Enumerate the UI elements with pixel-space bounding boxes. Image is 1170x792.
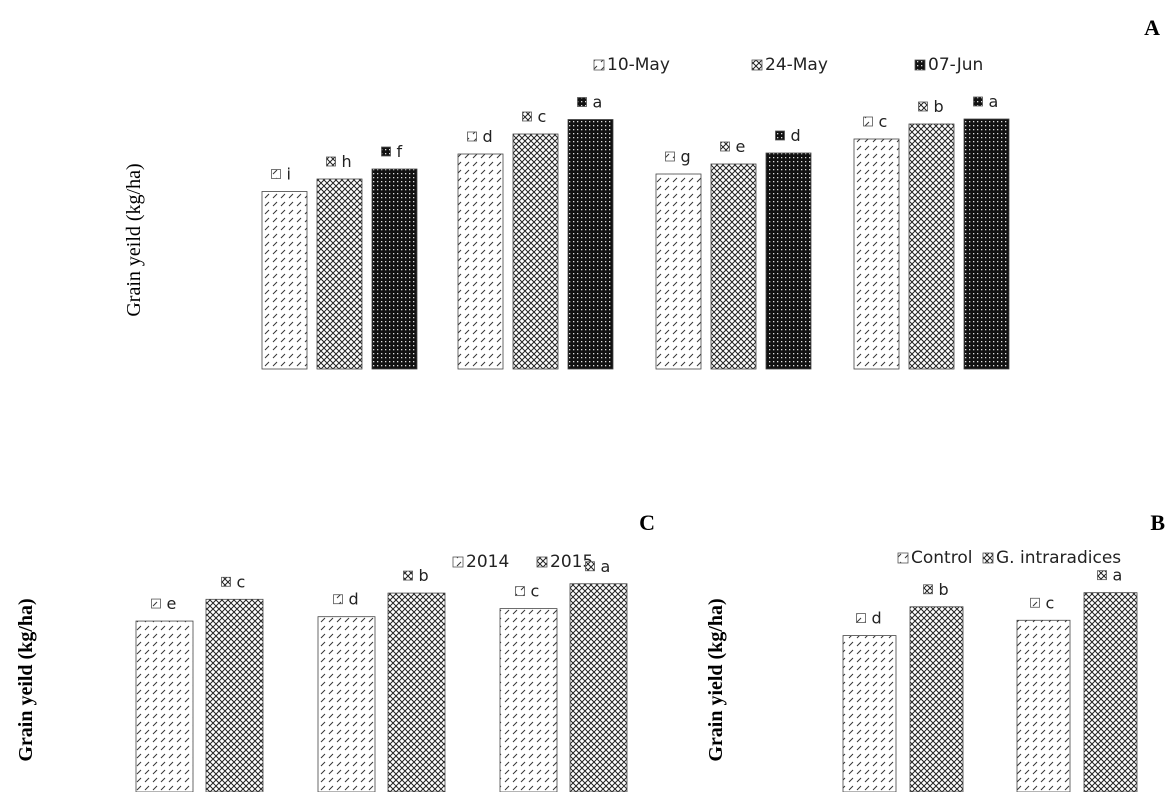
data-label: i bbox=[287, 165, 291, 184]
data-label-marker bbox=[467, 131, 477, 142]
data-label: h bbox=[342, 152, 352, 171]
data-label: a bbox=[1113, 566, 1123, 585]
data-label: a bbox=[601, 557, 611, 576]
y-axis-label-a: Grain yeild (kg/ha) bbox=[123, 163, 145, 316]
data-label-marker bbox=[775, 130, 785, 141]
data-label: c bbox=[531, 582, 540, 601]
y-axis-label-c: Grain yeild (kg/ha) bbox=[15, 598, 37, 761]
legend-label-0: Control bbox=[911, 548, 972, 568]
data-label-marker bbox=[381, 146, 391, 157]
bar bbox=[387, 592, 446, 792]
data-label: c bbox=[879, 112, 888, 131]
data-label-marker bbox=[856, 613, 866, 623]
data-label: c bbox=[237, 572, 246, 591]
bar bbox=[567, 119, 614, 370]
bar bbox=[457, 153, 504, 370]
bar bbox=[853, 138, 900, 370]
legend-swatch-1 bbox=[751, 59, 763, 71]
data-label-marker bbox=[973, 96, 983, 107]
data-label-marker bbox=[863, 116, 873, 127]
data-label: d bbox=[349, 590, 359, 609]
data-label: d bbox=[791, 126, 801, 145]
data-label: c bbox=[538, 107, 547, 126]
bar bbox=[842, 635, 897, 792]
data-label-marker bbox=[333, 594, 343, 605]
bar bbox=[569, 583, 628, 792]
data-label: d bbox=[483, 127, 493, 146]
legend-label-1: G. intraradices bbox=[996, 548, 1121, 568]
data-label: b bbox=[939, 580, 949, 599]
data-label: d bbox=[872, 609, 882, 628]
data-label-marker bbox=[271, 169, 281, 179]
data-label: a bbox=[989, 92, 999, 111]
bar bbox=[909, 606, 964, 792]
legend-label-2: 07-Jun bbox=[928, 55, 983, 75]
data-label-marker bbox=[1030, 597, 1040, 608]
data-label-marker bbox=[923, 584, 933, 595]
data-label-marker bbox=[403, 570, 413, 581]
legend-swatch-0 bbox=[452, 556, 464, 568]
legend-label-0: 2014 bbox=[466, 552, 509, 572]
legend-swatch-1 bbox=[982, 552, 994, 564]
data-label: b bbox=[419, 566, 429, 585]
bar bbox=[1016, 619, 1071, 792]
data-label: c bbox=[1046, 593, 1055, 612]
data-label: g bbox=[681, 147, 691, 166]
bar bbox=[765, 152, 812, 370]
bar bbox=[1083, 592, 1138, 792]
data-label-marker bbox=[151, 598, 161, 609]
bar bbox=[512, 133, 559, 370]
data-label-marker bbox=[522, 111, 532, 122]
bar bbox=[371, 168, 418, 370]
legend-label-1: 24-May bbox=[765, 55, 828, 75]
data-label-marker bbox=[665, 151, 675, 162]
bar bbox=[316, 178, 363, 370]
legend-label-1: 2015 bbox=[550, 552, 593, 572]
legend-swatch-1 bbox=[536, 556, 548, 568]
legend-swatch-2 bbox=[914, 59, 926, 71]
data-label-marker bbox=[720, 141, 730, 152]
bar bbox=[261, 191, 308, 370]
data-label: e bbox=[736, 137, 746, 156]
y-axis-label-b: Grain yield (kg/ha) bbox=[705, 598, 727, 761]
legend-swatch-0 bbox=[897, 552, 909, 564]
data-label-marker bbox=[326, 156, 336, 167]
data-label-marker bbox=[918, 101, 928, 112]
legend-swatch-0 bbox=[593, 59, 605, 71]
bar bbox=[135, 620, 194, 792]
bar bbox=[963, 118, 1010, 370]
data-label: e bbox=[167, 594, 177, 613]
bar bbox=[710, 163, 757, 370]
legend-label-0: 10-May bbox=[607, 55, 670, 75]
data-label-marker bbox=[1097, 570, 1107, 581]
panel-label-c: C bbox=[639, 510, 655, 535]
bar bbox=[205, 598, 264, 792]
data-label: a bbox=[593, 93, 603, 112]
bar bbox=[908, 123, 955, 370]
data-label-marker bbox=[515, 586, 525, 597]
data-label: f bbox=[397, 142, 403, 161]
data-label: b bbox=[934, 97, 944, 116]
data-label-marker bbox=[585, 561, 595, 572]
bar bbox=[317, 616, 376, 792]
panel-label-a: A bbox=[1144, 15, 1160, 40]
data-label-marker bbox=[577, 97, 587, 107]
panel-label-b: B bbox=[1150, 510, 1165, 535]
bar bbox=[655, 173, 702, 370]
bar bbox=[499, 608, 558, 792]
data-label-marker bbox=[221, 576, 231, 587]
